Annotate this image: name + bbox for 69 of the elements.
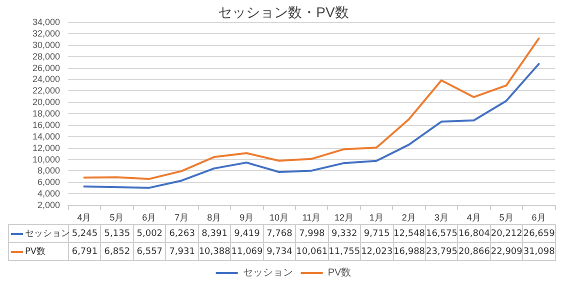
y-tick-label: 14,000	[32, 131, 60, 142]
line-series	[83, 62, 540, 189]
data-label: 5,002	[133, 224, 166, 242]
legend-label: PV数	[8, 242, 68, 260]
y-tick-label: 22,000	[32, 86, 60, 96]
y-tick-label: 16,000	[32, 120, 60, 130]
y-tick-label: 18,000	[32, 108, 60, 118]
x-tick-label: 11月	[302, 212, 321, 222]
chart-title: セッション数・PV数	[218, 4, 349, 20]
data-label: 6,791	[68, 242, 101, 260]
data-label: 7,768	[263, 224, 296, 242]
x-tick-label: 12月	[334, 212, 354, 222]
legend-label: セッション	[8, 224, 70, 242]
data-label: 11,069	[230, 242, 264, 260]
y-tick-label: 28,000	[32, 51, 60, 62]
data-label: 5,135	[100, 224, 134, 242]
x-tick-label: 1月	[369, 212, 384, 222]
y-tick-label: 32,000	[32, 28, 60, 38]
y-tick-label: 24,000	[32, 74, 60, 84]
x-tick-label: 2月	[402, 212, 416, 222]
x-tick-label: 3月	[434, 212, 448, 222]
data-label: 26,659	[522, 224, 556, 242]
data-label: 23,795	[425, 242, 458, 260]
data-label: 6,852	[100, 242, 134, 260]
text: セッション	[242, 268, 293, 278]
data-label: 31,098	[522, 242, 556, 260]
data-label: 12,023	[360, 242, 394, 260]
x-tick-label: 9月	[240, 212, 254, 222]
text: PV数	[328, 268, 352, 278]
y-tick-label: 30,000	[32, 40, 60, 50]
line-series	[83, 38, 540, 180]
y-tick-label: 12,000	[32, 142, 60, 153]
y-tick-label: 6,000	[37, 177, 60, 188]
y-tick-label: 4,000	[37, 188, 60, 199]
data-label: 5,245	[68, 224, 101, 242]
y-tick-label: 2,000	[37, 200, 60, 210]
data-label: 9,332	[328, 224, 361, 242]
x-tick-label: 6月	[142, 212, 156, 222]
data-label: 20,866	[458, 242, 490, 260]
data-label: 20,212	[490, 224, 523, 242]
y-tick-label: 10,000	[32, 154, 60, 164]
data-label: 16,804	[458, 224, 490, 242]
y-tick-label: 34,000	[32, 17, 60, 27]
y-tick-label: 8,000	[37, 166, 60, 176]
data-label: 12,548	[393, 224, 426, 242]
data-label: 7,931	[166, 242, 198, 260]
data-label: 22,909	[490, 242, 523, 260]
data-label: 9,734	[263, 242, 296, 260]
x-tick-label: 7月	[174, 212, 189, 222]
x-tick-label: 8月	[207, 212, 222, 222]
x-tick-label: 6月	[532, 212, 546, 222]
data-label: 9,419	[230, 224, 264, 242]
data-label: 16,575	[425, 224, 458, 242]
x-tick-label: 4月	[466, 212, 481, 222]
y-tick-label: 20,000	[32, 97, 60, 108]
data-label: 8,391	[198, 224, 231, 242]
x-tick-label: 5月	[110, 212, 124, 222]
data-label: 16,988	[393, 242, 426, 260]
x-tick-label: 10月	[270, 212, 289, 222]
data-label: 7,998	[296, 224, 328, 242]
data-label: 10,061	[296, 242, 328, 260]
data-label: 11,755	[328, 242, 361, 260]
data-label: 6,263	[166, 224, 198, 242]
data-label: 6,557	[133, 242, 166, 260]
data-label: 10,388	[198, 242, 231, 260]
x-tick-label: 4月	[77, 212, 92, 222]
x-tick-label: 5月	[499, 212, 514, 222]
y-tick-label: 26,000	[32, 62, 60, 73]
data-label: 9,715	[360, 224, 394, 242]
